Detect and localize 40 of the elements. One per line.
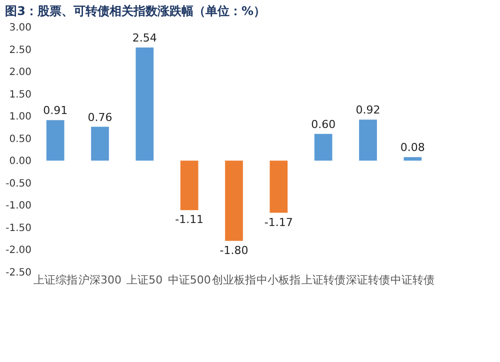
data-label: 0.91	[43, 104, 68, 118]
x-tick-label: 上证综指	[33, 274, 78, 286]
x-tick-label: 深证转债	[346, 274, 390, 286]
x-tick-label: 中证转债	[390, 274, 435, 286]
x-tick-label: 上证50	[126, 274, 163, 286]
y-tick-label: 2.00	[9, 67, 32, 78]
x-tick-label: 沪深300	[78, 274, 122, 286]
data-label: -1.17	[264, 216, 293, 229]
y-tick-label: 0.50	[9, 134, 32, 145]
y-tick-label: 0.00	[9, 156, 32, 168]
y-tick-label: -0.50	[6, 178, 32, 190]
y-tick-label: 1.00	[9, 112, 32, 123]
bar	[91, 126, 109, 161]
bar	[404, 157, 422, 161]
y-tick-label: -2.00	[6, 245, 32, 256]
data-label: -1.11	[175, 213, 204, 226]
x-tick-label: 中证500	[168, 274, 211, 286]
chart-title: 图3：股票、可转债相关指数涨跌幅（单位：%）	[5, 4, 266, 18]
bar	[314, 134, 332, 161]
x-tick-label: 创业板指	[212, 274, 256, 286]
x-tick-label: 中小板指	[256, 274, 301, 286]
bar	[46, 120, 64, 161]
data-label: 0.92	[356, 104, 380, 117]
bar	[180, 160, 198, 210]
data-label: 0.76	[88, 110, 112, 124]
data-label: 0.08	[400, 141, 425, 154]
bar	[270, 160, 288, 213]
bar	[359, 120, 377, 161]
data-label: -1.80	[220, 244, 248, 257]
y-tick-label: -1.00	[6, 200, 32, 212]
bar	[225, 160, 243, 241]
data-label: 0.60	[311, 118, 336, 131]
y-tick-label: -1.50	[6, 222, 32, 234]
y-tick-label: 1.50	[9, 89, 32, 100]
bar	[136, 47, 154, 161]
y-tick-label: 2.50	[9, 44, 32, 56]
y-tick-label: -2.50	[6, 268, 32, 278]
data-label: 2.54	[132, 31, 157, 44]
y-tick-label: 3.00	[9, 22, 32, 34]
x-tick-label: 上证转债	[301, 274, 346, 286]
